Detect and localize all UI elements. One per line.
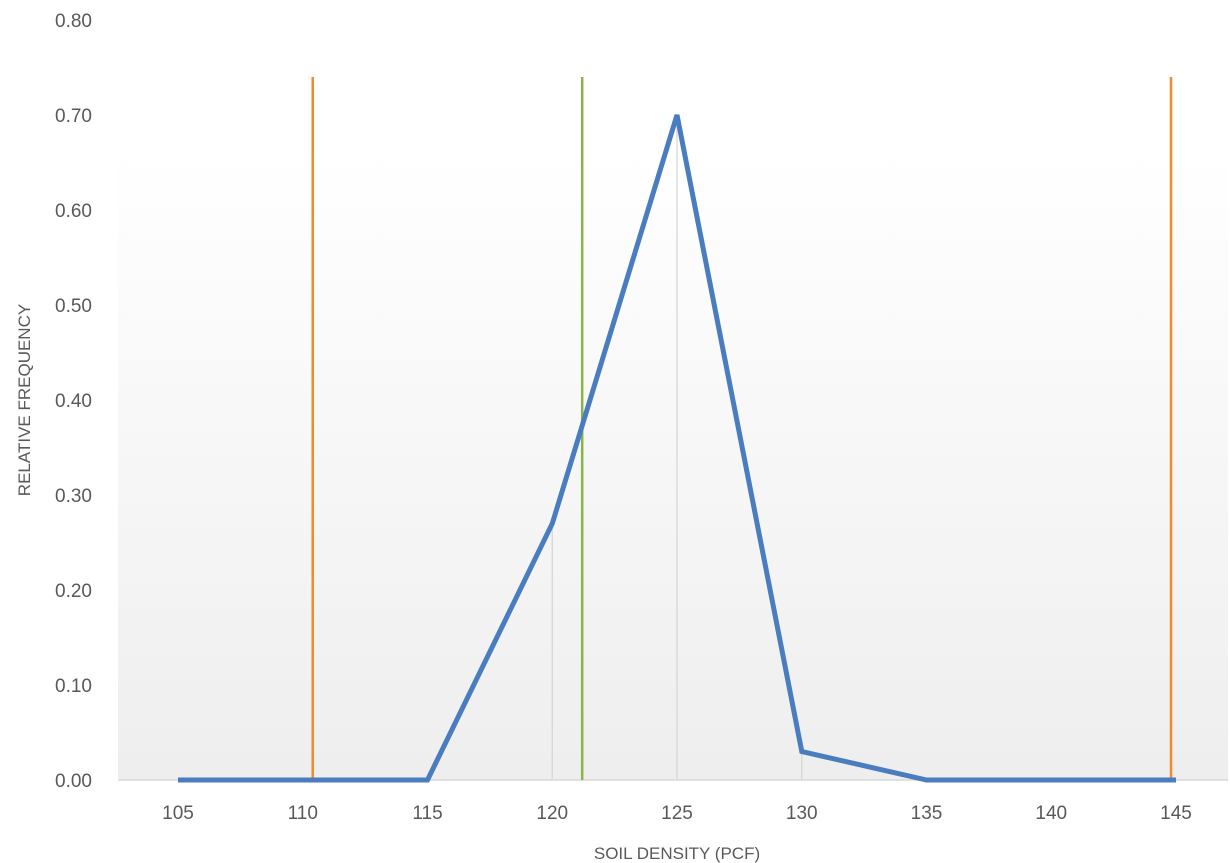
y-tick-label: 0.30 bbox=[55, 486, 92, 507]
y-tick-label: 0.10 bbox=[55, 676, 92, 697]
x-tick-label: 125 bbox=[661, 803, 693, 824]
y-tick-label: 0.50 bbox=[55, 296, 92, 317]
x-axis-title: SOIL DENSITY (PCF) bbox=[594, 844, 760, 863]
x-tick-label: 140 bbox=[1035, 803, 1067, 824]
y-axis: 0.00 0.10 0.20 0.30 0.40 0.50 0.60 0.70 0.80 bbox=[55, 11, 92, 792]
y-tick-label: 0.20 bbox=[55, 581, 92, 602]
plot-background bbox=[118, 150, 1228, 780]
x-tick-label: 145 bbox=[1160, 803, 1192, 824]
y-tick-label: 0.40 bbox=[55, 391, 92, 412]
y-axis-title: RELATIVE FREQUENCY bbox=[15, 304, 34, 496]
x-tick-label: 110 bbox=[288, 803, 318, 824]
x-tick-label: 120 bbox=[536, 803, 568, 824]
x-axis: 105 110 115 120 125 130 135 140 145 bbox=[162, 803, 1192, 824]
y-tick-label: 0.70 bbox=[55, 106, 92, 127]
y-tick-label: 0.60 bbox=[55, 201, 92, 222]
y-tick-label: 0.00 bbox=[55, 771, 92, 792]
y-tick-label: 0.80 bbox=[55, 11, 92, 32]
drop-lines bbox=[551, 115, 803, 780]
x-tick-label: 105 bbox=[162, 803, 194, 824]
x-tick-label: 115 bbox=[412, 803, 442, 824]
x-tick-label: 135 bbox=[911, 803, 943, 824]
x-tick-label: 130 bbox=[786, 803, 818, 824]
series-layer bbox=[177, 114, 1177, 783]
